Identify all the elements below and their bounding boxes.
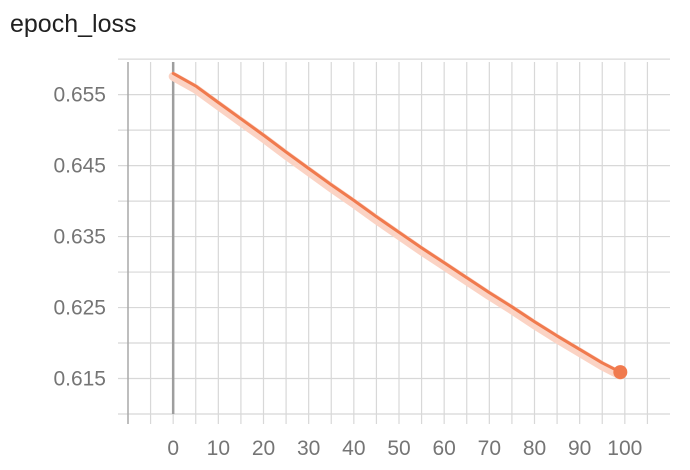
x-tick-label: 20 [252,437,275,460]
series-end-point [613,365,628,380]
x-tick-label: 100 [607,437,642,460]
x-tick-label: 60 [432,437,455,460]
series-line [171,71,622,374]
series-layer [168,71,628,380]
y-tick-label: 0.645 [53,155,106,178]
tick-labels: 0.615 0.625 0.635 0.645 0.655 0 10 20 30 40 50 60 70… [53,84,642,460]
grid [118,58,670,424]
x-tick-label: 50 [387,437,410,460]
y-tick-label: 0.625 [53,297,106,320]
x-tick-label: 80 [523,437,546,460]
x-tick-label: 70 [478,437,501,460]
x-tick-label: 30 [297,437,320,460]
x-tick-label: 90 [568,437,591,460]
x-tick-label: 40 [342,437,365,460]
series-band [168,71,625,380]
x-tick-label: 0 [167,437,179,460]
y-tick-label: 0.635 [53,226,106,249]
y-tick-label: 0.615 [53,368,106,391]
chart-title: epoch_loss [10,10,137,38]
y-tick-label: 0.655 [53,84,106,107]
x-tick-label: 10 [207,437,230,460]
